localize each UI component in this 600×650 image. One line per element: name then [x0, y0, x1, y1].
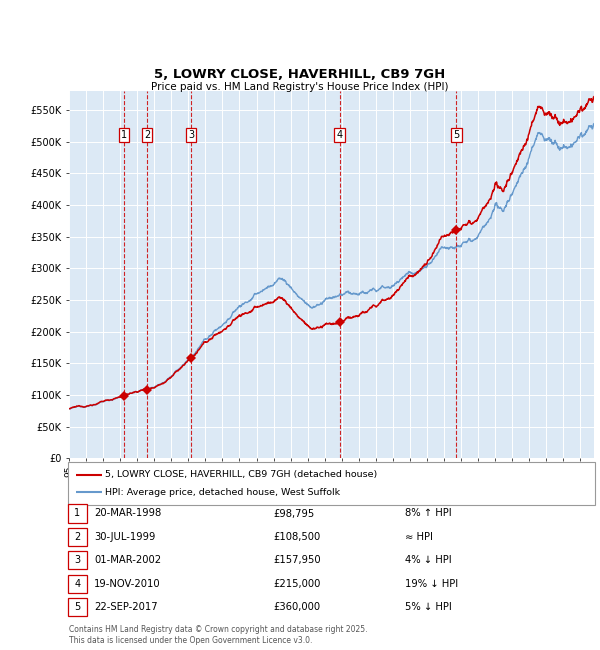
Text: 5, LOWRY CLOSE, HAVERHILL, CB9 7GH: 5, LOWRY CLOSE, HAVERHILL, CB9 7GH — [154, 68, 446, 81]
Text: 5% ↓ HPI: 5% ↓ HPI — [405, 602, 452, 612]
Text: 01-MAR-2002: 01-MAR-2002 — [94, 555, 161, 566]
Text: 2: 2 — [74, 532, 80, 542]
Text: £108,500: £108,500 — [273, 532, 320, 542]
Text: £98,795: £98,795 — [273, 508, 314, 519]
Text: 1: 1 — [74, 508, 80, 519]
Text: 4: 4 — [74, 578, 80, 589]
Text: 4: 4 — [337, 130, 343, 140]
Text: 3: 3 — [188, 130, 194, 140]
Text: 5: 5 — [453, 130, 460, 140]
Text: Contains HM Land Registry data © Crown copyright and database right 2025.
This d: Contains HM Land Registry data © Crown c… — [69, 625, 367, 645]
Text: 22-SEP-2017: 22-SEP-2017 — [94, 602, 158, 612]
Text: 2: 2 — [144, 130, 150, 140]
Text: 19-NOV-2010: 19-NOV-2010 — [94, 578, 161, 589]
Text: Price paid vs. HM Land Registry's House Price Index (HPI): Price paid vs. HM Land Registry's House … — [151, 83, 449, 92]
Text: 5, LOWRY CLOSE, HAVERHILL, CB9 7GH (detached house): 5, LOWRY CLOSE, HAVERHILL, CB9 7GH (deta… — [105, 470, 377, 479]
Text: £157,950: £157,950 — [273, 555, 320, 566]
Text: 1: 1 — [121, 130, 127, 140]
Text: 4% ↓ HPI: 4% ↓ HPI — [405, 555, 452, 566]
Text: 8% ↑ HPI: 8% ↑ HPI — [405, 508, 452, 519]
Text: HPI: Average price, detached house, West Suffolk: HPI: Average price, detached house, West… — [105, 488, 340, 497]
Text: 20-MAR-1998: 20-MAR-1998 — [94, 508, 161, 519]
Text: 19% ↓ HPI: 19% ↓ HPI — [405, 578, 458, 589]
Text: ≈ HPI: ≈ HPI — [405, 532, 433, 542]
Text: £215,000: £215,000 — [273, 578, 320, 589]
Text: 3: 3 — [74, 555, 80, 566]
Text: 5: 5 — [74, 602, 80, 612]
Text: 30-JUL-1999: 30-JUL-1999 — [94, 532, 155, 542]
Text: £360,000: £360,000 — [273, 602, 320, 612]
